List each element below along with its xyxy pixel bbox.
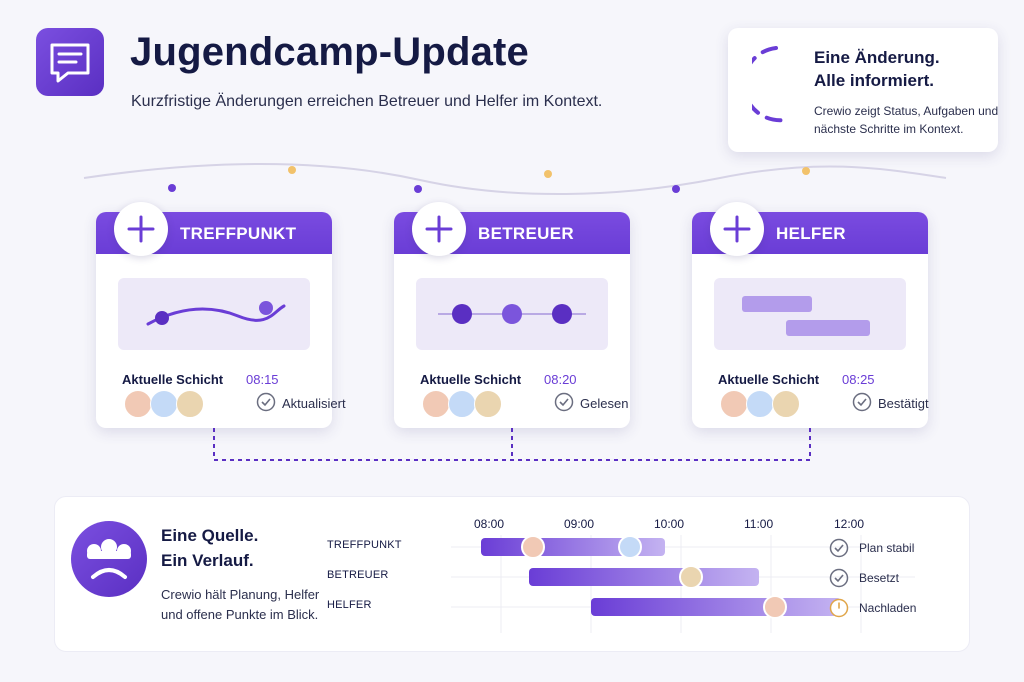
wave-dot bbox=[672, 185, 680, 193]
row-status-text: Nachladen bbox=[859, 601, 917, 615]
info-text: Crewio zeigt Status, Aufgaben und nächst… bbox=[814, 104, 999, 136]
avatar-group bbox=[124, 390, 204, 418]
avatar bbox=[521, 535, 545, 559]
steps-icon bbox=[438, 304, 586, 324]
time-header: 08:00 bbox=[474, 517, 505, 531]
time-header: 12:00 bbox=[834, 517, 865, 531]
avatar-group bbox=[720, 390, 800, 418]
avatar bbox=[720, 390, 748, 418]
plus-icon bbox=[127, 215, 155, 243]
add-button[interactable] bbox=[114, 202, 168, 256]
source-title-line2: Ein Verlauf. bbox=[161, 551, 254, 570]
check-icon bbox=[829, 538, 849, 558]
wave-dot bbox=[288, 166, 296, 174]
add-button[interactable] bbox=[412, 202, 466, 256]
card-title: TREFFPUNKT bbox=[180, 224, 297, 243]
timeline-panel: Eine Quelle. Ein Verlauf. Crewio hält Pl… bbox=[54, 496, 970, 652]
info-title-line2: Alle informiert. bbox=[814, 71, 934, 90]
avatar bbox=[618, 535, 642, 559]
shift-time: 08:25 bbox=[842, 372, 875, 387]
blocks-preview bbox=[714, 278, 906, 350]
shift-time: 08:15 bbox=[246, 372, 279, 387]
row-label: BETREUER bbox=[327, 569, 389, 581]
shift-label: Aktuelle Schicht bbox=[420, 372, 522, 387]
team-avatar bbox=[71, 521, 147, 597]
row-label: TREFFPUNKT bbox=[327, 539, 402, 551]
plus-icon bbox=[425, 215, 453, 243]
source-text-line2: und offene Punkte im Blick. bbox=[161, 607, 319, 622]
team-icon bbox=[87, 539, 131, 579]
check-icon bbox=[554, 392, 574, 412]
page-title: Jugendcamp-Update bbox=[130, 30, 530, 74]
app-logo bbox=[36, 28, 104, 96]
loading-arc-icon bbox=[752, 46, 786, 123]
check-icon bbox=[256, 392, 276, 412]
status-text: Bestätigt bbox=[878, 396, 929, 411]
route-preview bbox=[118, 278, 310, 350]
page-subtitle: Kurzfristige Änderungen erreichen Betreu… bbox=[131, 93, 603, 110]
card-connector bbox=[213, 428, 811, 461]
card-helfer[interactable]: HELFER Aktuelle Schicht 08:25 Bestätigt bbox=[692, 202, 929, 428]
card-title: HELFER bbox=[776, 224, 846, 243]
shift-label: Aktuelle Schicht bbox=[718, 372, 820, 387]
avatar bbox=[746, 390, 774, 418]
avatar bbox=[150, 390, 178, 418]
check-icon bbox=[829, 568, 849, 588]
row-status-text: Plan stabil bbox=[859, 541, 915, 555]
avatar-group bbox=[422, 390, 502, 418]
avatar bbox=[176, 390, 204, 418]
time-header: 09:00 bbox=[564, 517, 595, 531]
avatar bbox=[679, 565, 703, 589]
row-label: HELFER bbox=[327, 599, 372, 611]
gantt-chart bbox=[451, 535, 915, 633]
source-title-line1: Eine Quelle. bbox=[161, 526, 259, 545]
time-header: 10:00 bbox=[654, 517, 685, 531]
status-text: Aktualisiert bbox=[282, 396, 346, 411]
source-text-line1: Crewio hält Planung, Helfer bbox=[161, 587, 320, 602]
avatar bbox=[474, 390, 502, 418]
wave-dot bbox=[414, 185, 422, 193]
avatar bbox=[124, 390, 152, 418]
card-treffpunkt[interactable]: TREFFPUNKT Aktuelle Schicht 08:15 Aktual… bbox=[96, 202, 346, 428]
status-text: Gelesen bbox=[580, 396, 629, 411]
shift-time: 08:20 bbox=[544, 372, 577, 387]
steps-preview bbox=[416, 278, 608, 350]
row-status-text: Besetzt bbox=[859, 571, 900, 585]
avatar bbox=[448, 390, 476, 418]
check-icon bbox=[852, 392, 872, 412]
wave-dot bbox=[168, 184, 176, 192]
wave-dot bbox=[802, 167, 810, 175]
flow-wave bbox=[83, 162, 947, 195]
time-header: 11:00 bbox=[744, 517, 774, 531]
shift-label: Aktuelle Schicht bbox=[122, 372, 224, 387]
plus-icon bbox=[723, 215, 751, 243]
info-card: Eine Änderung. Alle informiert. Crewio z… bbox=[728, 28, 998, 152]
avatar bbox=[763, 595, 787, 619]
avatar bbox=[772, 390, 800, 418]
card-betreuer[interactable]: BETREUER Aktuelle Schicht 08:20 Gelesen bbox=[394, 202, 630, 428]
blocks-icon bbox=[742, 296, 870, 336]
add-button[interactable] bbox=[710, 202, 764, 256]
avatar bbox=[422, 390, 450, 418]
clock-icon bbox=[829, 598, 849, 618]
chat-bubble-icon bbox=[50, 43, 90, 83]
card-title: BETREUER bbox=[478, 224, 574, 243]
gantt-bar bbox=[529, 568, 759, 586]
route-line-icon bbox=[146, 301, 286, 326]
wave-dot bbox=[544, 170, 552, 178]
info-title-line1: Eine Änderung. bbox=[814, 48, 940, 67]
gantt-bar bbox=[591, 598, 841, 616]
